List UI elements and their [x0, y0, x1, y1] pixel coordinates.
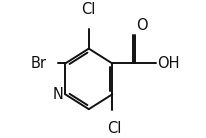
- Text: Br: Br: [30, 56, 46, 71]
- Text: Cl: Cl: [107, 121, 121, 136]
- Text: N: N: [53, 87, 63, 102]
- Text: OH: OH: [157, 56, 180, 71]
- Text: O: O: [136, 18, 148, 33]
- Text: Cl: Cl: [82, 2, 96, 17]
